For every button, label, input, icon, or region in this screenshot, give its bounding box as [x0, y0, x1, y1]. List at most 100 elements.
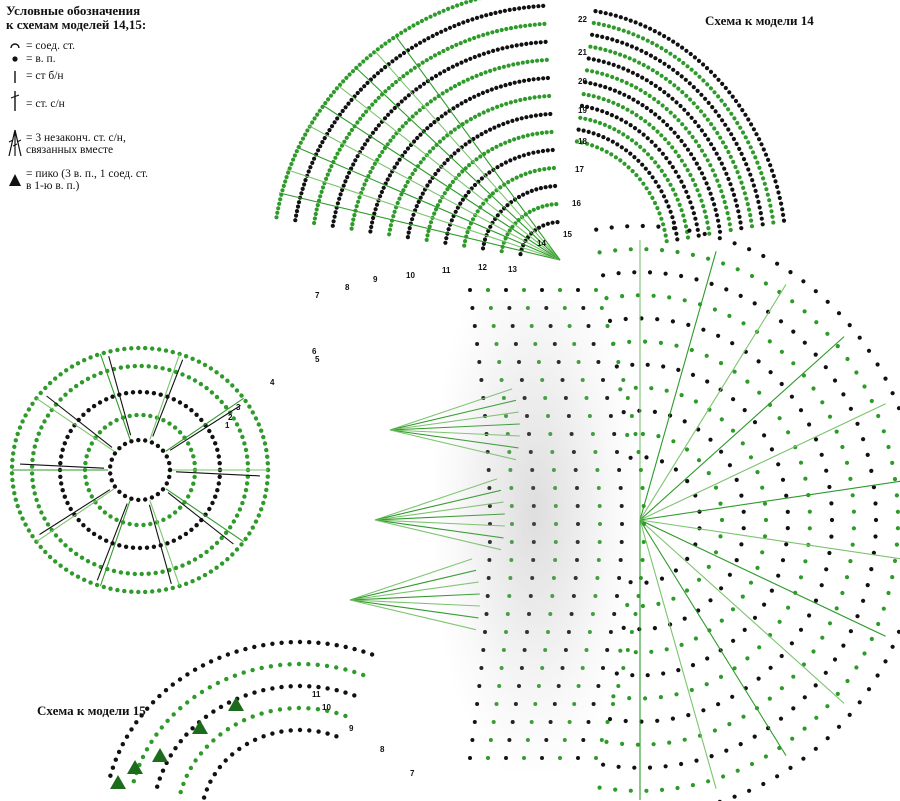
chain-dot — [509, 558, 514, 562]
chain-dot — [470, 306, 475, 310]
chain-dot — [214, 370, 219, 375]
stitch-spoke — [374, 501, 504, 521]
chain-dot — [701, 62, 706, 67]
chain-dot — [412, 139, 417, 144]
chain-dot — [86, 447, 92, 452]
chain-dot — [633, 385, 638, 390]
chain-dot — [572, 342, 577, 346]
chain-dot — [521, 192, 526, 197]
chain-dot — [208, 366, 214, 371]
chain-dot — [171, 712, 176, 717]
chain-dot — [191, 481, 196, 486]
chain-dot — [614, 671, 619, 676]
chain-dot — [428, 123, 433, 128]
chain-dot — [468, 288, 472, 292]
chain-dot — [34, 437, 39, 443]
chain-dot — [157, 776, 162, 781]
chain-dot — [217, 764, 223, 770]
chain-dot — [389, 109, 394, 114]
chain-dot — [664, 199, 669, 204]
chain-dot — [862, 384, 867, 389]
chain-dot — [516, 194, 522, 200]
chain-dot — [545, 75, 551, 81]
chain-dot — [679, 179, 684, 184]
chain-dot — [62, 494, 67, 499]
chain-dot — [243, 693, 248, 698]
chain-dot — [690, 205, 695, 210]
chain-dot — [714, 151, 719, 156]
chain-dot — [288, 640, 293, 645]
chain-dot — [553, 504, 558, 508]
chain-dot — [123, 391, 129, 396]
chain-dot — [892, 477, 898, 482]
chain-dot — [659, 459, 665, 464]
chain-dot — [746, 140, 751, 145]
stitch-spoke — [389, 399, 517, 431]
chain-dot — [486, 50, 491, 55]
chain-dot — [334, 710, 339, 716]
chain-dot — [723, 122, 728, 127]
chain-dot — [645, 673, 650, 678]
chain-dot — [791, 329, 796, 334]
chain-dot — [459, 1, 464, 6]
chain-dot — [17, 425, 23, 430]
chain-dot — [243, 487, 249, 493]
chain-dot — [734, 203, 740, 208]
chain-dot — [81, 523, 86, 528]
chain-dot — [699, 148, 705, 153]
chain-dot — [545, 221, 551, 226]
chain-dot — [531, 540, 536, 544]
chain-dot — [857, 335, 862, 340]
chain-dot — [672, 83, 677, 88]
chain-dot — [652, 409, 658, 414]
chain-dot — [414, 87, 419, 92]
stitch-spoke — [374, 489, 502, 521]
chain-dot — [177, 677, 183, 682]
chain-dot — [347, 72, 352, 77]
chain-dot — [572, 702, 577, 706]
chain-dot — [487, 170, 492, 175]
chain-dot — [722, 199, 727, 205]
chain-dot — [294, 209, 300, 214]
chain-dot — [785, 509, 790, 514]
chain-dot — [343, 690, 348, 695]
chain-dot — [684, 93, 689, 98]
chain-dot — [624, 148, 629, 153]
chain-dot — [167, 460, 172, 466]
chain-dot — [596, 558, 601, 562]
chain-dot — [446, 6, 451, 11]
chain-dot — [508, 158, 513, 163]
chain-dot — [134, 720, 139, 725]
chain-dot — [717, 156, 722, 161]
chain-dot — [32, 491, 37, 496]
chain-dot — [483, 70, 488, 75]
stitch-spoke — [374, 478, 498, 521]
chain-dot — [595, 107, 600, 112]
chain-dot — [590, 69, 595, 74]
chain-dot — [675, 237, 680, 242]
chain-dot — [91, 403, 97, 409]
chain-dot — [840, 444, 845, 450]
chain-dot — [395, 200, 400, 206]
chain-dot — [611, 62, 616, 67]
chain-dot — [186, 441, 191, 446]
chain-dot — [299, 191, 304, 196]
chain-dot — [536, 684, 541, 688]
chain-dot — [767, 198, 772, 203]
stitch-spoke — [639, 480, 900, 521]
chain-dot — [132, 571, 137, 577]
chain-dot — [869, 398, 874, 404]
stitch-spoke — [355, 67, 561, 261]
chain-dot — [706, 779, 711, 784]
chain-dot — [224, 676, 229, 682]
stitch-spoke — [639, 336, 845, 521]
chain-dot — [741, 526, 746, 531]
chain-dot — [537, 22, 542, 27]
chain-dot — [705, 220, 710, 225]
chain-dot — [506, 180, 511, 185]
chain-dot — [682, 218, 687, 223]
chain-dot — [472, 720, 477, 724]
stitch-spoke — [389, 423, 520, 431]
chain-dot — [38, 390, 43, 396]
chain-dot — [218, 704, 224, 710]
